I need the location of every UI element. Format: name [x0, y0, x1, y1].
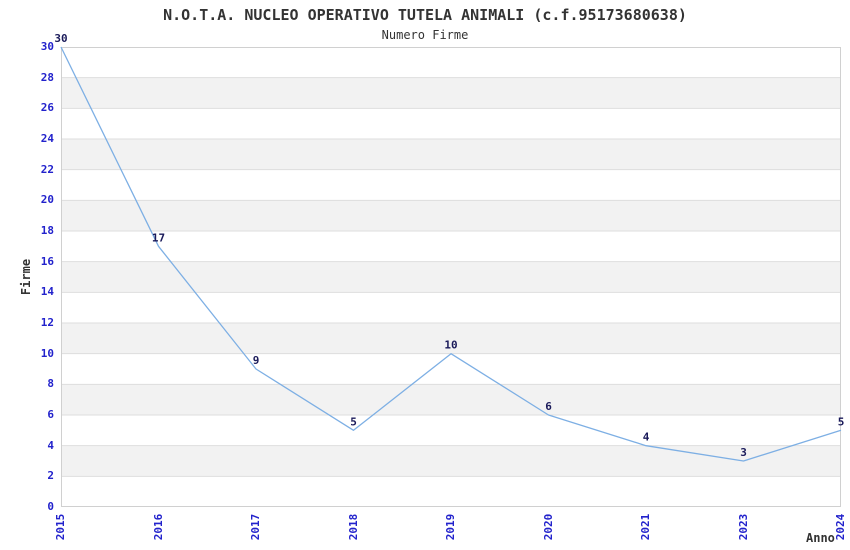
data-point-label: 6: [545, 400, 552, 413]
x-tick-label: 2020: [541, 513, 555, 541]
y-tick-label: 2: [47, 469, 54, 483]
data-point-label: 5: [350, 415, 357, 428]
x-tick-label: 2015: [54, 513, 67, 541]
chart-title: N.O.T.A. NUCLEO OPERATIVO TUTELA ANIMALI…: [163, 6, 687, 24]
y-tick-label: 6: [47, 408, 54, 421]
y-tick-label: 18: [40, 224, 54, 237]
x-tick-label: 2024: [834, 513, 847, 541]
x-tick-label: 2017: [249, 513, 262, 541]
background-band: [61, 200, 841, 231]
y-tick-label: 0: [47, 500, 54, 513]
background-band: [61, 261, 841, 293]
x-tick-label: 2019: [444, 513, 457, 541]
y-tick-label: 28: [40, 70, 54, 84]
data-line: [60, 46, 842, 462]
background-band: [61, 139, 841, 170]
plot-area: 30 17 9 5 10 6 4 3 5: [54, 32, 844, 507]
data-point-label: 3: [740, 446, 747, 459]
y-tick-label: 14: [40, 285, 54, 299]
line-chart-svg: 30 17 9 5 10 6 4 3 5: [54, 32, 844, 507]
y-tick-label: 16: [40, 254, 54, 268]
x-tick-label: 2018: [346, 513, 360, 541]
x-axis-title: Anno: [806, 531, 835, 545]
plot-border: [61, 47, 841, 507]
x-tick-label: 2023: [736, 513, 750, 541]
data-point-label: 17: [152, 231, 165, 244]
data-point-label: 30: [54, 32, 67, 45]
background-band: [61, 77, 841, 109]
y-tick-label: 22: [40, 162, 54, 176]
y-tick-label: 26: [40, 101, 54, 115]
x-tick-label: 2021: [639, 513, 652, 541]
y-tick-label: 10: [40, 346, 54, 360]
data-point-label: 4: [643, 431, 650, 444]
background-band: [61, 445, 841, 477]
y-tick-label: 24: [40, 132, 54, 145]
x-tick-label: 2016: [151, 513, 165, 541]
data-point-label: 9: [253, 354, 260, 367]
y-axis-title: Firme: [19, 258, 33, 296]
y-tick-label: 12: [40, 316, 54, 329]
y-tick-label: 4: [47, 438, 54, 452]
y-tick-label: 8: [47, 377, 54, 391]
y-tick-label: 30: [40, 40, 54, 53]
data-point-label: 10: [444, 339, 457, 352]
background-band: [61, 323, 841, 354]
y-tick-label: 20: [40, 193, 54, 207]
background-band: [61, 384, 841, 415]
data-point-label: 5: [838, 415, 845, 428]
chart-subtitle: Numero Firme: [381, 28, 469, 42]
